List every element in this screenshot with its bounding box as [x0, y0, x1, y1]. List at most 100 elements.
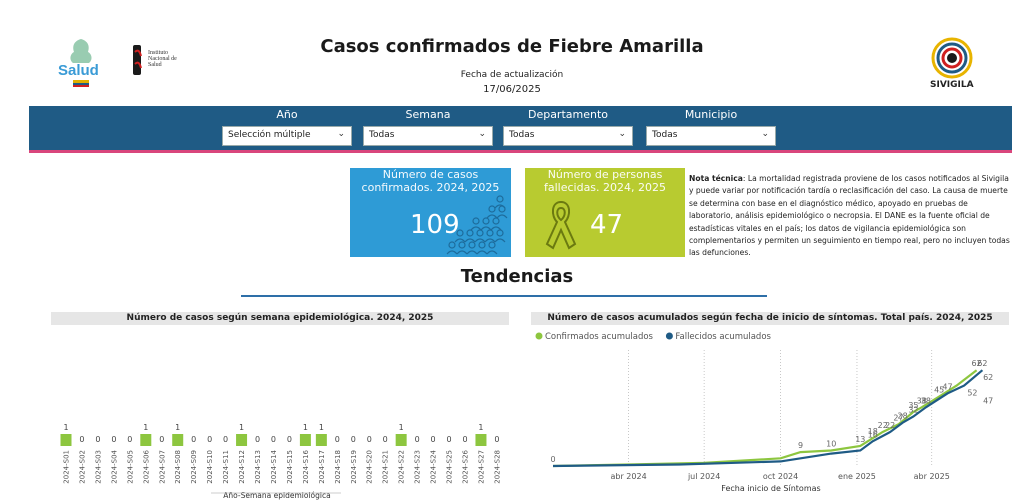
data-label: 1 [239, 423, 244, 432]
week-select[interactable]: Todas ⌄ [363, 126, 493, 146]
kpi-deceased-label: Número de personas fallecidas. 2024, 202… [543, 168, 667, 194]
bar [236, 434, 248, 446]
x-tick-label: oct 2024 [763, 472, 798, 481]
data-label: 0 [79, 435, 84, 444]
data-label: 1 [478, 423, 483, 432]
x-tick-label: 2024-S06 [142, 449, 150, 483]
x-tick-label: abr 2024 [610, 472, 646, 481]
data-label: 47 [942, 382, 952, 391]
data-label: 28 [898, 412, 908, 421]
x-tick-label: 2024-S02 [78, 450, 86, 484]
ins-logo-text: Instituto Nacional de Salud [148, 50, 177, 68]
x-tick-label: 2024-S08 [174, 450, 182, 484]
x-tick-label: 2024-S20 [366, 450, 374, 484]
data-label: 1 [143, 423, 148, 432]
people-icon [446, 195, 508, 255]
data-label: 0 [207, 435, 212, 444]
chevron-down-icon: ⌄ [478, 129, 486, 139]
week-select-value: Todas [369, 130, 395, 140]
year-select[interactable]: Selección múltiple ⌄ [222, 126, 352, 146]
municipality-select[interactable]: Todas ⌄ [646, 126, 776, 146]
department-select[interactable]: Todas ⌄ [503, 126, 633, 146]
chevron-down-icon: ⌄ [761, 129, 769, 139]
data-label: 0 [191, 435, 196, 444]
bar [299, 434, 311, 446]
bar [395, 434, 407, 446]
kpi-card-confirmed: Número de casos confirmados. 2024, 2025 … [350, 168, 511, 257]
data-label: 35 [908, 401, 918, 410]
x-tick-label: 2024-S04 [110, 449, 118, 483]
data-label: 0 [462, 435, 467, 444]
update-label: Fecha de actualización [460, 70, 564, 80]
x-axis-label: Año-Semana epidemiológica [223, 491, 330, 500]
data-label: 1 [399, 423, 404, 432]
x-tick-label: 2024-S28 [493, 450, 501, 484]
page-title: Casos confirmados de Fiebre Amarilla [320, 36, 704, 57]
x-tick-label: 2024-S16 [302, 449, 310, 483]
data-label: 27 [893, 413, 903, 422]
series-line [552, 369, 978, 468]
x-tick-label: 2024-S10 [206, 450, 214, 484]
update-date: 17/06/2025 [483, 84, 541, 95]
technical-note: Nota técnica: La mortalidad registrada p… [689, 173, 1011, 260]
data-label: 47 [983, 396, 993, 405]
data-label: 13 [855, 435, 865, 444]
data-label: 1 [63, 423, 68, 432]
data-label: 62 [983, 373, 993, 382]
department-select-value: Todas [509, 130, 535, 140]
ins-logo-icon [133, 45, 142, 75]
data-label: 0 [223, 435, 228, 444]
data-label: 0 [494, 435, 499, 444]
x-tick-label: 2024-S24 [430, 449, 438, 483]
data-label: 32 [908, 406, 918, 415]
x-tick-label: 2024-S18 [334, 450, 342, 484]
kpi-confirmed-value: 109 [410, 210, 460, 240]
data-label: 38 [921, 396, 931, 405]
sivigila-logo-icon [931, 37, 973, 79]
bar [172, 434, 184, 446]
x-tick-label: 2024-S27 [477, 450, 485, 484]
bar [60, 434, 72, 446]
data-label: 45 [934, 385, 944, 394]
chart2-title: Número de casos acumulados según fecha d… [531, 312, 1009, 325]
filter-label-department: Departamento [527, 108, 609, 121]
x-tick-label: ene 2025 [838, 472, 876, 481]
technical-note-title: Nota técnica [689, 174, 743, 183]
data-label: 52 [967, 389, 977, 398]
x-tick-label: 2024-S09 [190, 450, 198, 484]
legend-label: Fallecidos acumulados [675, 332, 771, 342]
salud-logo-text: Salud [58, 62, 99, 79]
legend-marker [535, 332, 543, 340]
bar [315, 434, 327, 446]
data-label: 0 [127, 435, 132, 444]
filter-label-municipality: Municipio [684, 108, 738, 121]
data-label: 0 [271, 435, 276, 444]
data-label: 10 [826, 440, 836, 449]
x-tick-label: abr 2025 [914, 472, 950, 481]
data-label: 1 [303, 423, 308, 432]
x-tick-label: 2024-S13 [254, 450, 262, 484]
x-tick-label: 2024-S05 [126, 450, 134, 484]
chevron-down-icon: ⌄ [337, 129, 345, 139]
x-tick-label: 2024-S26 [462, 449, 470, 483]
x-tick-label: 2024-S19 [350, 450, 358, 484]
filter-label-week: Semana [405, 108, 451, 121]
municipality-select-value: Todas [652, 130, 678, 140]
kpi-card-deceased: Número de personas fallecidas. 2024, 202… [525, 168, 685, 257]
bar [140, 434, 152, 446]
filter-label-year: Año [276, 108, 298, 121]
data-label: 22 [885, 421, 895, 430]
data-label: 0 [415, 435, 420, 444]
data-label: 0 [287, 435, 292, 444]
x-tick-label: 2024-S01 [63, 450, 71, 484]
x-tick-label: 2024-S11 [222, 450, 230, 484]
data-label: 0 [431, 435, 436, 444]
data-label: 0 [335, 435, 340, 444]
data-label: 0 [550, 455, 555, 464]
chevron-down-icon: ⌄ [618, 129, 626, 139]
salud-emblem-icon [70, 39, 92, 87]
x-tick-label: 2024-S12 [238, 450, 246, 484]
x-tick-label: 2024-S17 [318, 450, 326, 484]
kpi-deceased-value: 47 [590, 210, 624, 240]
data-label: 22 [878, 421, 888, 430]
